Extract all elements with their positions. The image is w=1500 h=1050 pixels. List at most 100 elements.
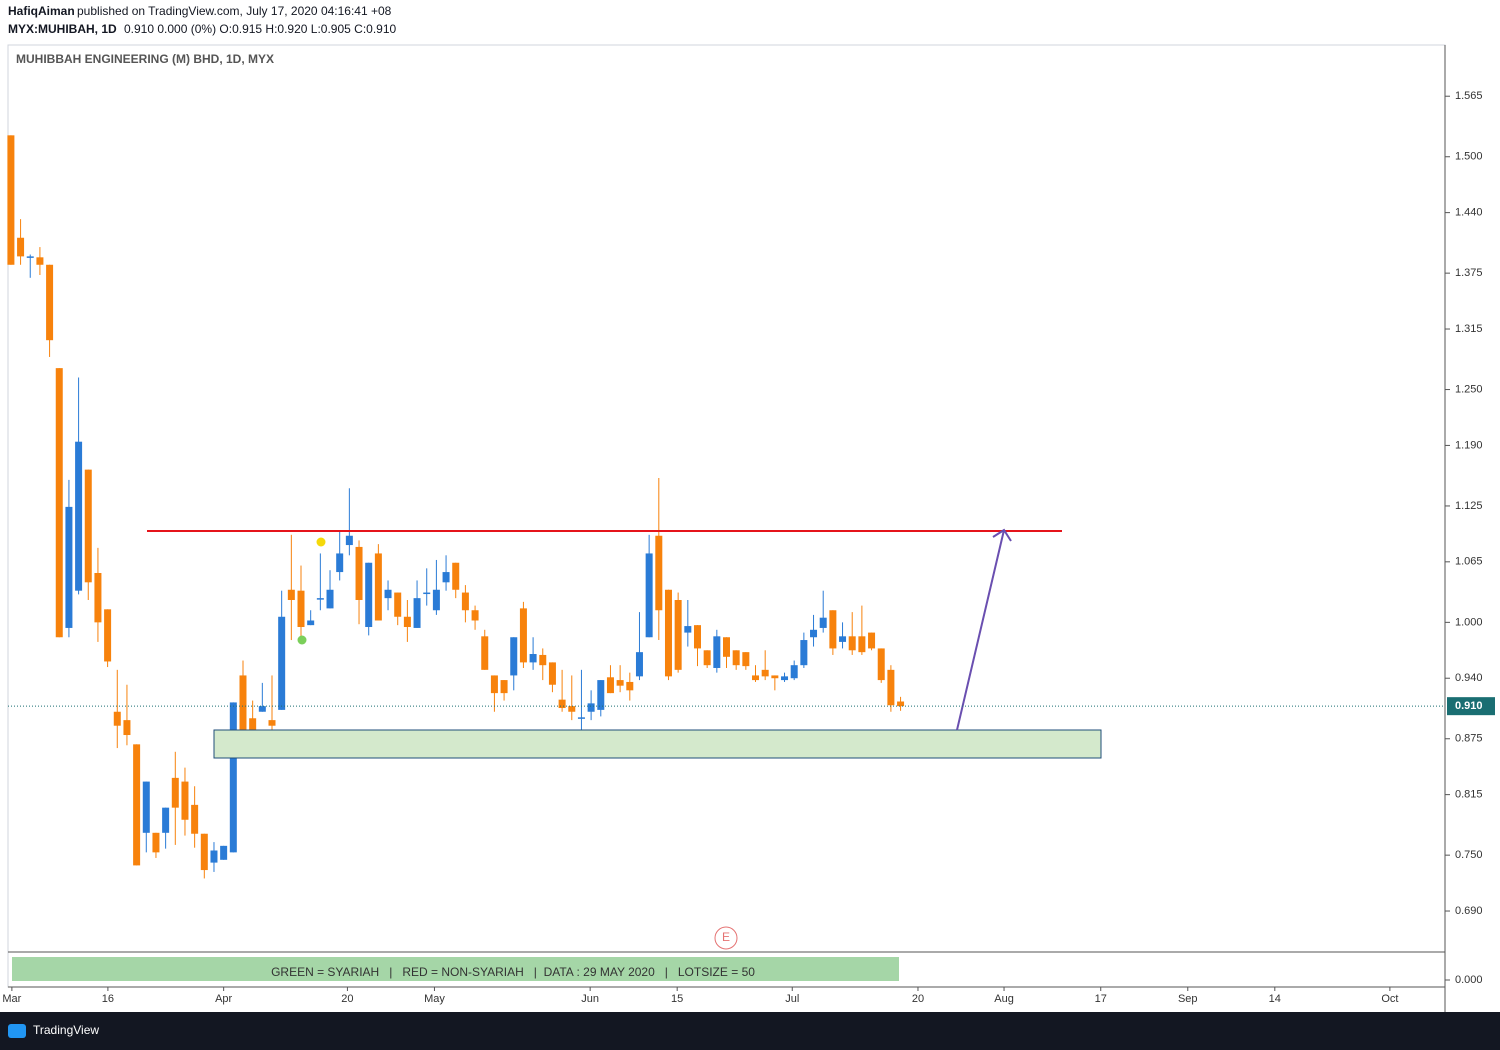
candle-body xyxy=(191,804,199,834)
candle-body xyxy=(7,135,15,265)
header-bg xyxy=(0,0,1500,42)
y-tick-label: 1.000 xyxy=(1455,616,1483,628)
x-tick-label: 14 xyxy=(1269,993,1281,1005)
candle-body xyxy=(84,469,92,583)
candle-body xyxy=(152,832,160,853)
candle-body xyxy=(606,677,614,694)
y-tick-label: 1.500 xyxy=(1455,151,1483,163)
candle-body xyxy=(558,699,566,709)
candle-body xyxy=(800,640,808,666)
candle-body xyxy=(432,589,440,611)
y-tick-label: 1.440 xyxy=(1455,207,1483,219)
x-tick-label: May xyxy=(424,993,445,1005)
candle-body xyxy=(897,701,905,707)
x-tick-label: Oct xyxy=(1381,993,1398,1005)
arrow-head xyxy=(992,528,1012,542)
earnings-marker xyxy=(714,926,738,950)
candle-body xyxy=(684,626,692,633)
candle-body xyxy=(181,781,189,820)
green-dot xyxy=(297,635,307,645)
candle-body xyxy=(635,652,643,677)
candle-body xyxy=(423,592,431,595)
candle-body xyxy=(674,600,682,670)
candle-body xyxy=(336,553,344,573)
candle-body xyxy=(229,702,237,853)
y-tick-label: 0.690 xyxy=(1455,905,1483,917)
candle-body xyxy=(790,665,798,679)
candle-body xyxy=(17,237,25,257)
candle-body xyxy=(519,608,527,663)
x-tick-label: Mar xyxy=(2,993,21,1005)
author: HafiqAiman xyxy=(8,4,75,18)
candle-body xyxy=(239,675,247,741)
candle-body xyxy=(868,632,876,649)
candle-body xyxy=(742,652,750,667)
candle-body xyxy=(887,669,895,706)
candle-body xyxy=(297,590,305,628)
candle-body xyxy=(597,680,605,710)
x-tick-label: 20 xyxy=(341,993,353,1005)
candle-body xyxy=(75,441,83,591)
candle-body xyxy=(471,610,479,621)
candle-body xyxy=(65,506,73,628)
x-tick-label: Sep xyxy=(1178,993,1198,1005)
candle-body xyxy=(26,256,34,258)
candle-body xyxy=(848,636,856,651)
candle-body xyxy=(452,562,460,590)
candle-body xyxy=(461,592,469,611)
candle-body xyxy=(693,625,701,649)
candle-body xyxy=(249,718,257,736)
pane-y-tick-label: 0.000 xyxy=(1455,974,1483,986)
marks xyxy=(7,135,905,879)
published: published on TradingView.com, July 17, 2… xyxy=(77,4,392,18)
x-tick-label: 17 xyxy=(1095,993,1107,1005)
y-tick-label: 1.375 xyxy=(1455,267,1483,279)
y-tick-label: 1.565 xyxy=(1455,90,1483,102)
candle-body xyxy=(703,650,711,666)
candle-body xyxy=(539,654,547,666)
candle-body xyxy=(781,676,789,681)
candle-body xyxy=(94,572,102,623)
candle-body xyxy=(645,553,653,638)
support-zone xyxy=(213,729,1102,759)
x-tick-label: Jun xyxy=(581,993,599,1005)
candle-body xyxy=(761,669,769,677)
candle-body xyxy=(839,636,847,642)
candle-body xyxy=(713,636,721,668)
last-price-label: 0.910 xyxy=(1455,700,1483,712)
candle-body xyxy=(732,650,740,666)
candle-body xyxy=(810,629,818,638)
y-tick-label: 1.250 xyxy=(1455,383,1483,395)
earnings-label: E xyxy=(722,930,730,944)
candle-body xyxy=(819,617,827,628)
logo xyxy=(8,1024,26,1038)
candle-body xyxy=(490,675,498,694)
candle-body xyxy=(345,535,353,546)
candle-body xyxy=(278,616,286,710)
footer xyxy=(0,1012,1500,1050)
x-tick-label: Jul xyxy=(785,993,799,1005)
x-tick-label: 20 xyxy=(912,993,924,1005)
x-tick-label: Apr xyxy=(215,993,232,1005)
candle-body xyxy=(133,744,141,866)
candle-body xyxy=(548,662,556,685)
candle-body xyxy=(36,257,44,265)
footer-brand: TradingView xyxy=(33,1023,99,1037)
x-tick-label: Aug xyxy=(994,993,1014,1005)
y-tick-label: 0.940 xyxy=(1455,672,1483,684)
candle-body xyxy=(287,589,295,601)
x-tick-label: 16 xyxy=(102,993,114,1005)
quote: 0.910 0.000 (0%) O:0.915 H:0.920 L:0.905… xyxy=(124,22,397,36)
candle-body xyxy=(403,616,411,628)
candle-body xyxy=(355,546,363,601)
target-arrow xyxy=(956,529,1005,731)
y-tick-label: 1.315 xyxy=(1455,323,1483,335)
candle-body xyxy=(723,637,730,657)
candle-body xyxy=(316,598,324,600)
candle-body xyxy=(220,845,228,860)
candle-body xyxy=(55,368,63,638)
candle-body xyxy=(877,648,885,681)
candle-body xyxy=(258,706,266,712)
candle-body xyxy=(587,703,595,712)
